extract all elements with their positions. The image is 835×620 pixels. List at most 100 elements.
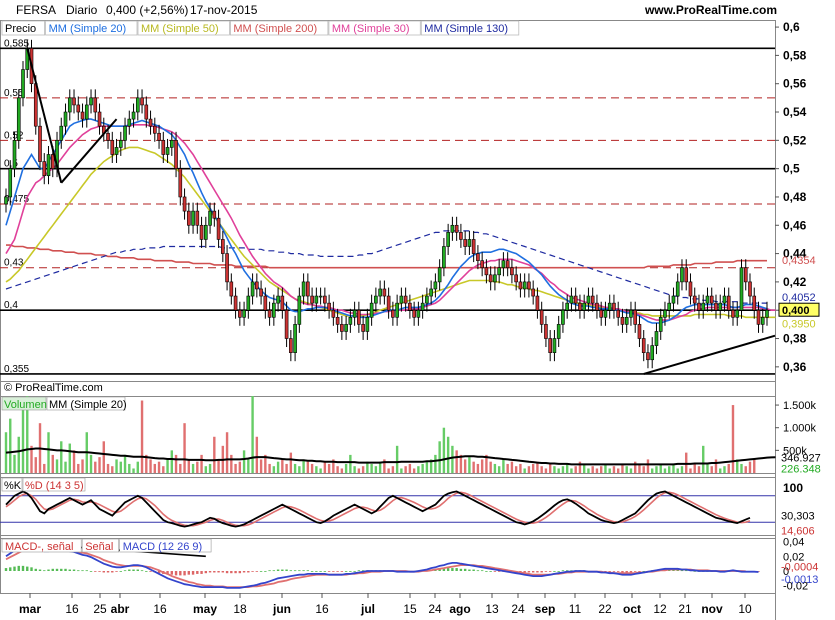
macd-hist-bar xyxy=(642,571,645,572)
candle-body xyxy=(199,224,204,240)
macd-hist-bar xyxy=(285,569,288,571)
candle-body xyxy=(471,239,476,254)
macd-hist-bar xyxy=(302,570,305,572)
x-tick-label: 16 xyxy=(153,602,167,616)
legend-box xyxy=(420,20,520,36)
macd-hist-bar xyxy=(208,571,212,573)
macd-hist-bar xyxy=(693,571,696,572)
macd-hist-bar xyxy=(255,571,259,572)
candle-body xyxy=(756,309,761,325)
volume-bar xyxy=(81,459,84,473)
macd-hist-bar xyxy=(565,570,569,572)
volume-bar xyxy=(451,445,454,473)
price-tick-label: 0,38 xyxy=(783,332,807,346)
candle-body xyxy=(480,260,484,269)
volume-bar xyxy=(565,463,569,473)
volume-bar xyxy=(34,457,37,473)
legend-label: Precio xyxy=(5,23,36,35)
candle-body xyxy=(603,309,608,318)
candle-body xyxy=(620,316,625,325)
candle-body xyxy=(565,302,569,311)
macd-hist-bar xyxy=(136,569,139,571)
candle-body xyxy=(671,295,676,304)
volume-bar xyxy=(582,463,586,473)
candle-body xyxy=(314,295,319,304)
candle-body xyxy=(72,97,76,106)
candle-body xyxy=(539,309,544,325)
candle-body xyxy=(578,302,582,311)
volume-bar xyxy=(557,468,560,473)
volume-bar xyxy=(468,457,471,473)
macd-hist-bar xyxy=(251,571,254,572)
volume-bar xyxy=(587,468,590,473)
candle-body xyxy=(165,147,170,155)
site-label: www.ProRealTime.com xyxy=(644,3,777,17)
candle-body xyxy=(216,217,221,240)
volume-bar xyxy=(353,466,356,473)
volume-bar xyxy=(663,468,667,473)
macd-hist-bar xyxy=(268,570,271,572)
volume-bar xyxy=(536,461,539,473)
level-label: 0,43 xyxy=(4,258,24,269)
volume-bar xyxy=(340,468,344,473)
macd-hist-bar xyxy=(463,568,467,571)
x-tick-label: sep xyxy=(535,602,556,616)
legend-box xyxy=(45,20,138,36)
candle-body xyxy=(16,97,21,141)
candle-body xyxy=(93,97,98,113)
candle-body xyxy=(709,295,714,304)
stoch-d-legend-label: %D (14 3 5) xyxy=(25,480,84,492)
candle-body xyxy=(50,154,55,169)
volume-bar xyxy=(366,461,369,473)
macd-hist-bar xyxy=(128,569,131,571)
volume-bar xyxy=(145,454,148,473)
price-tick-label: 0,42 xyxy=(783,275,807,289)
candle-body xyxy=(395,302,399,318)
volume-bar xyxy=(149,459,152,473)
macd-hist-bar xyxy=(493,571,497,572)
legend-box xyxy=(137,20,230,36)
copyright-label: © ProRealTime.com xyxy=(4,382,103,394)
macd-hist-bar xyxy=(26,566,29,571)
macd-hist-bar xyxy=(621,571,624,573)
candle-body xyxy=(306,281,310,297)
macd-legend-box xyxy=(119,538,212,553)
candle-body xyxy=(131,111,136,120)
x-tick-label: 12 xyxy=(653,602,667,616)
x-tick-label: mar xyxy=(19,602,41,616)
candle-body xyxy=(267,309,272,318)
volume-bar xyxy=(298,466,301,473)
stoch-d-legend-box xyxy=(22,477,86,492)
volume-bar xyxy=(264,454,267,473)
volume-bar xyxy=(98,457,101,473)
price-tick-label: 0,46 xyxy=(783,218,807,232)
volume-bar xyxy=(272,466,276,473)
volume-bar xyxy=(472,461,475,473)
volume-bar xyxy=(455,450,458,473)
volume-bar xyxy=(187,459,191,473)
volume-bar xyxy=(166,459,169,473)
macd-hist-bar xyxy=(30,567,33,571)
volume-bar xyxy=(527,466,531,473)
macd-hist-bar xyxy=(85,570,88,572)
macd-hist-bar xyxy=(680,570,684,572)
volume-bar xyxy=(706,463,709,473)
price-tick-label: 0,54 xyxy=(783,105,807,119)
macd-hist-bar xyxy=(115,571,118,572)
volume-bar xyxy=(408,463,412,473)
candle-body xyxy=(692,295,697,304)
volume-bar xyxy=(47,432,50,473)
candle-body xyxy=(408,302,412,311)
volume-bar xyxy=(638,463,641,473)
candle-body xyxy=(187,210,191,226)
macd-hist-bar xyxy=(94,571,97,572)
macd-hist-bar xyxy=(527,571,531,573)
volume-bar xyxy=(595,468,599,473)
macd-hist-bar xyxy=(446,568,450,571)
candle-body xyxy=(590,295,595,304)
x-tick-label: oct xyxy=(623,602,641,616)
candle-body xyxy=(607,302,612,311)
volume-bar xyxy=(404,466,407,473)
candle-body xyxy=(535,295,540,311)
macd-hist-bar xyxy=(9,567,12,571)
